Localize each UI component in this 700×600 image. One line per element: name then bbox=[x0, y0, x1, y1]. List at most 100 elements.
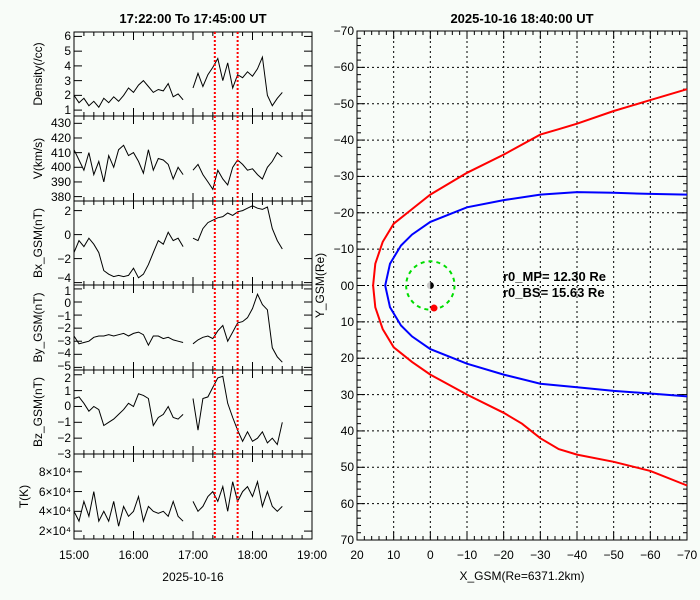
y-tick-label: 1 bbox=[64, 103, 71, 118]
geosync-orbit-circle bbox=[405, 260, 456, 311]
grid bbox=[357, 31, 687, 540]
x-tick-label: −20 bbox=[493, 548, 514, 562]
y-tick-label: 4 bbox=[64, 58, 71, 73]
x-tick-label: 15:00 bbox=[58, 548, 90, 562]
y-tick-label: −40 bbox=[333, 133, 354, 148]
x-axis-label: X_GSM(Re=6371.2km) bbox=[459, 569, 584, 583]
x-tick-label: 17:00 bbox=[177, 548, 209, 562]
y-tick-label: 2 bbox=[64, 88, 71, 103]
y-tick-label: 3 bbox=[64, 73, 71, 88]
x-tick-label: 19:00 bbox=[296, 548, 328, 562]
y-tick-label: −20 bbox=[333, 205, 354, 220]
panel-5: T(K) bbox=[17, 453, 313, 540]
panel-0: Density(/cc) bbox=[31, 31, 313, 117]
series-line bbox=[73, 375, 283, 446]
y-tick-label: 400 bbox=[50, 160, 71, 175]
y-tick-label: −30 bbox=[333, 169, 354, 184]
annotation-mp: r0_MP= 12.30 Re bbox=[503, 269, 606, 284]
y-tick-label: 0 bbox=[64, 227, 71, 242]
series-line bbox=[73, 55, 283, 109]
y-tick-label: −3 bbox=[57, 333, 71, 348]
y-tick-label: 2×10⁴ bbox=[38, 524, 71, 539]
series-line bbox=[73, 292, 283, 363]
panel-frame bbox=[73, 200, 313, 286]
earth-night-side bbox=[430, 282, 434, 289]
y-tick-label: 1 bbox=[64, 283, 71, 298]
y-tick-label: 10 bbox=[340, 314, 354, 329]
panel-frame bbox=[73, 369, 313, 455]
panel-frame bbox=[73, 284, 313, 371]
y-tick-label: −3 bbox=[57, 447, 71, 461]
y-tick-label: −60 bbox=[333, 60, 354, 75]
x-tick-label: −40 bbox=[566, 548, 588, 562]
spacecraft-marker bbox=[430, 304, 438, 312]
y-tick-label: 8×10⁴ bbox=[38, 464, 71, 479]
y-tick-label: −1 bbox=[57, 415, 71, 430]
y-axis-label: Density(/cc) bbox=[31, 42, 45, 105]
bow-shock-curve bbox=[372, 88, 688, 487]
y-tick-label: −2 bbox=[57, 251, 71, 266]
x-axis-label: 2025-10-16 bbox=[162, 570, 224, 584]
panel-4: Bz_GSM(nT) bbox=[31, 369, 313, 455]
x-tick-label: −70 bbox=[676, 548, 698, 562]
panel-frame bbox=[73, 31, 313, 117]
y-tick-label: 4×10⁴ bbox=[38, 504, 71, 519]
right-title: 2025-10-16 18:40:00 UT bbox=[450, 11, 593, 26]
y-tick-label: 20 bbox=[340, 351, 354, 366]
y-tick-label: 0 bbox=[64, 296, 71, 311]
magnetopause-curve bbox=[384, 191, 688, 398]
y-tick-label: −10 bbox=[333, 242, 354, 257]
left-title: 17:22:00 To 17:45:00 UT bbox=[119, 11, 266, 26]
x-tick-label: −60 bbox=[640, 548, 661, 562]
x-tick-label: 20 bbox=[350, 548, 364, 562]
y-tick-label: 30 bbox=[340, 387, 354, 402]
y-axis-label: Bz_GSM(nT) bbox=[31, 377, 45, 447]
x-tick-label: −50 bbox=[603, 548, 624, 562]
y-tick-label: −2 bbox=[57, 321, 71, 336]
annotation-bs: r0_BS= 15.63 Re bbox=[503, 285, 605, 300]
x-tick-label: 10 bbox=[386, 548, 401, 562]
y-axis-label: By_GSM(nT) bbox=[31, 292, 45, 362]
y-tick-label: 50 bbox=[340, 460, 354, 475]
y-tick-label: 410 bbox=[50, 145, 71, 160]
y-tick-label: 00 bbox=[340, 278, 354, 293]
y-tick-label: 6×10⁴ bbox=[38, 484, 71, 499]
y-tick-label: −5 bbox=[57, 358, 71, 373]
series-line bbox=[73, 205, 283, 279]
y-tick-label: −1 bbox=[57, 308, 71, 323]
y-tick-label: 0 bbox=[64, 399, 71, 414]
y-tick-label: 420 bbox=[50, 130, 71, 145]
panel-3: By_GSM(nT) bbox=[31, 284, 313, 371]
y-tick-label: 40 bbox=[340, 423, 354, 438]
y-tick-label: 380 bbox=[50, 189, 71, 204]
y-axis-label: Bx_GSM(nT) bbox=[31, 208, 45, 278]
y-axis-label: T(K) bbox=[17, 485, 31, 508]
panel-1: V(km/s) bbox=[31, 115, 313, 202]
y-tick-label: 5 bbox=[64, 44, 71, 59]
y-tick-label: −50 bbox=[333, 96, 354, 111]
x-tick-label: 0 bbox=[426, 548, 434, 562]
y-tick-label: 390 bbox=[50, 174, 71, 189]
series-line bbox=[73, 144, 283, 191]
x-tick-label: −30 bbox=[530, 548, 551, 562]
panel-frame bbox=[73, 453, 313, 540]
y-axis-label: Y_GSM(Re) bbox=[313, 253, 327, 318]
y-tick-label: −2 bbox=[57, 431, 71, 446]
y-tick-label: −70 bbox=[333, 24, 354, 38]
x-tick-label: 16:00 bbox=[118, 548, 149, 562]
y-tick-label: 2 bbox=[64, 203, 71, 218]
series-line bbox=[73, 479, 283, 527]
y-tick-label: −4 bbox=[57, 346, 71, 361]
y-axis-label: V(km/s) bbox=[31, 138, 45, 179]
y-tick-label: 60 bbox=[340, 496, 354, 511]
x-tick-label: −10 bbox=[456, 548, 478, 562]
y-tick-label: 6 bbox=[64, 29, 71, 44]
y-tick-label: 430 bbox=[50, 116, 71, 131]
panel-2: Bx_GSM(nT) bbox=[31, 200, 313, 286]
y-tick-label: 1 bbox=[64, 383, 71, 398]
y-tick-label: 2 bbox=[64, 371, 71, 386]
x-tick-label: 18:00 bbox=[237, 548, 268, 562]
y-tick-label: −4 bbox=[57, 271, 71, 286]
